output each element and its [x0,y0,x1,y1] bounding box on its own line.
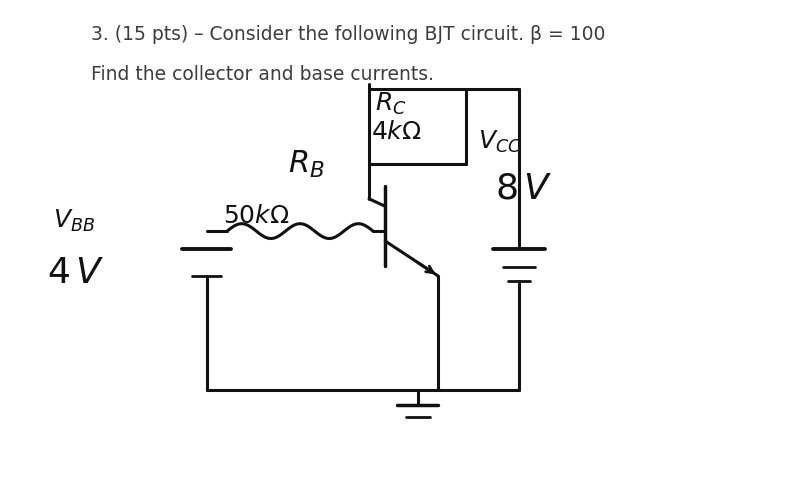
Text: $\it{8\,V}$: $\it{8\,V}$ [495,172,552,206]
Text: $\it{50k\Omega}$: $\it{50k\Omega}$ [223,204,290,228]
Text: $\it{V_{CC}}$: $\it{V_{CC}}$ [478,129,522,155]
Text: $\it{R_B}$: $\it{R_B}$ [288,149,324,179]
Text: 3. (15 pts) – Consider the following BJT circuit. β = 100: 3. (15 pts) – Consider the following BJT… [91,25,605,44]
Text: $\it{4k\Omega}$: $\it{4k\Omega}$ [371,120,422,144]
Text: $\it{R_C}$: $\it{R_C}$ [375,91,407,117]
Text: $\it{4\,V}$: $\it{4\,V}$ [47,256,105,290]
Text: Find the collector and base currents.: Find the collector and base currents. [91,65,434,83]
Text: $\it{V_{BB}}$: $\it{V_{BB}}$ [53,208,95,234]
